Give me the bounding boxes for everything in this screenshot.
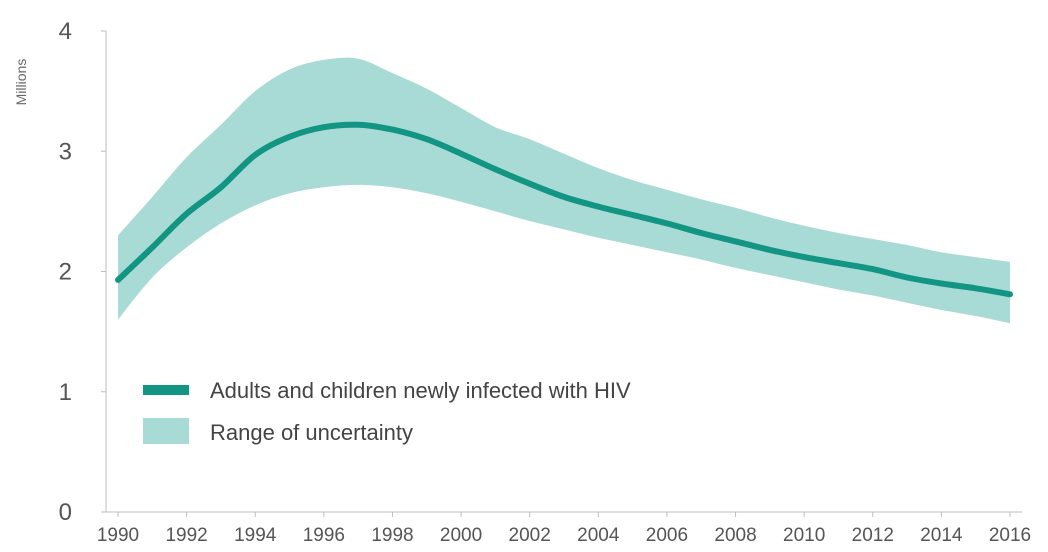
x-tick-label-2014: 2014: [920, 525, 963, 546]
y-tick-label-2: 2: [59, 259, 72, 286]
x-axis-ticks: 1990 1992 1994 1996 1998 2000 2002 2004 2006 2008…: [97, 512, 1031, 546]
x-tick-label-1996: 1996: [303, 525, 345, 546]
x-tick-label-2000: 2000: [440, 525, 482, 546]
axes-layer: [105, 31, 1022, 513]
legend-label-new-infections: Adults and children newly infected with …: [210, 378, 631, 403]
legend: Adults and children newly infected with …: [143, 378, 631, 445]
x-tick-label-1994: 1994: [234, 525, 277, 546]
y-tick-label-1: 1: [59, 379, 72, 406]
x-tick-label-2006: 2006: [646, 525, 688, 546]
x-tick-label-2008: 2008: [714, 525, 756, 546]
x-tick-label-2002: 2002: [509, 525, 551, 546]
legend-label-uncertainty: Range of uncertainty: [210, 420, 413, 445]
uncertainty-band: [118, 57, 1010, 324]
y-tick-label-0: 0: [59, 499, 72, 526]
x-tick-label-1998: 1998: [371, 525, 413, 546]
legend-swatch-series-line: [143, 385, 189, 395]
x-tick-label-2010: 2010: [783, 525, 825, 546]
legend-swatch-uncertainty-band: [143, 418, 189, 444]
x-tick-label-2004: 2004: [577, 525, 620, 546]
y-tick-label-4: 4: [59, 18, 72, 45]
x-tick-label-2012: 2012: [852, 525, 894, 546]
x-tick-label-2016: 2016: [989, 525, 1031, 546]
series-line-layer: [115, 121, 1013, 298]
x-tick-label-1990: 1990: [97, 525, 139, 546]
y-axis-ticks: 0 1 2 3 4: [59, 18, 106, 526]
x-tick-label-1992: 1992: [165, 525, 207, 546]
uncertainty-band-layer: [118, 57, 1010, 324]
y-axis-label: Millions: [13, 59, 29, 106]
y-tick-label-3: 3: [59, 138, 72, 165]
